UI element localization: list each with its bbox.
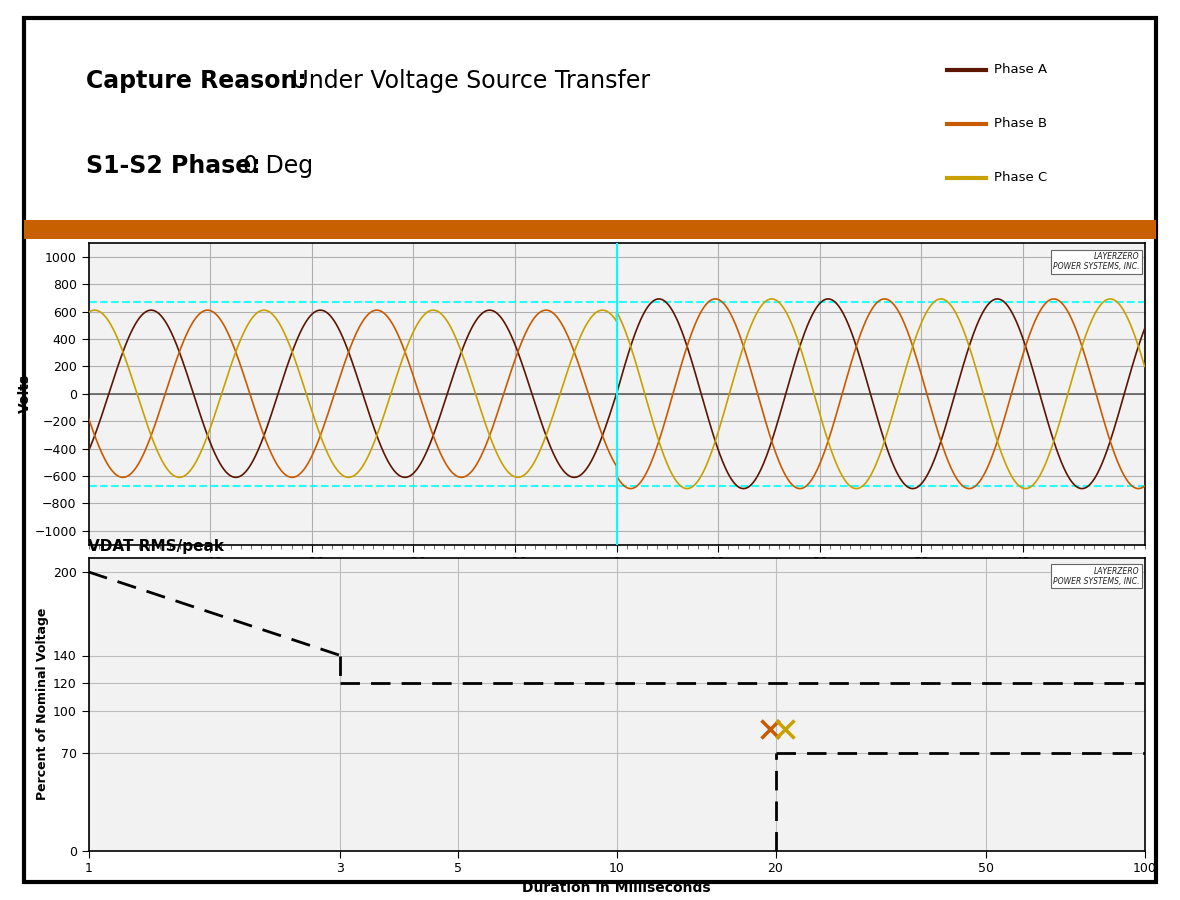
Text: Phase C: Phase C bbox=[995, 171, 1048, 184]
Text: Capture Reason:: Capture Reason: bbox=[86, 69, 307, 94]
Y-axis label: Percent of Nominal Voltage: Percent of Nominal Voltage bbox=[35, 608, 48, 800]
Y-axis label: Volts: Volts bbox=[18, 374, 32, 413]
Text: Under Voltage Source Transfer: Under Voltage Source Transfer bbox=[284, 69, 650, 94]
Text: S1-S2 Phase:: S1-S2 Phase: bbox=[86, 154, 261, 178]
Text: Load Volts L-L: Load Volts L-L bbox=[88, 224, 209, 239]
Text: VDAT RMS/peak: VDAT RMS/peak bbox=[88, 539, 224, 554]
Text: 0 Deg: 0 Deg bbox=[228, 154, 313, 178]
Text: LAYERZERO
POWER SYSTEMS, INC.: LAYERZERO POWER SYSTEMS, INC. bbox=[1053, 567, 1140, 586]
X-axis label: Duration in Milliseconds: Duration in Milliseconds bbox=[523, 881, 710, 895]
Text: LAYERZERO
POWER SYSTEMS, INC.: LAYERZERO POWER SYSTEMS, INC. bbox=[1053, 252, 1140, 272]
Text: Phase B: Phase B bbox=[995, 117, 1048, 130]
X-axis label: Milliseconds: Milliseconds bbox=[569, 575, 664, 589]
Text: Phase A: Phase A bbox=[995, 63, 1048, 76]
